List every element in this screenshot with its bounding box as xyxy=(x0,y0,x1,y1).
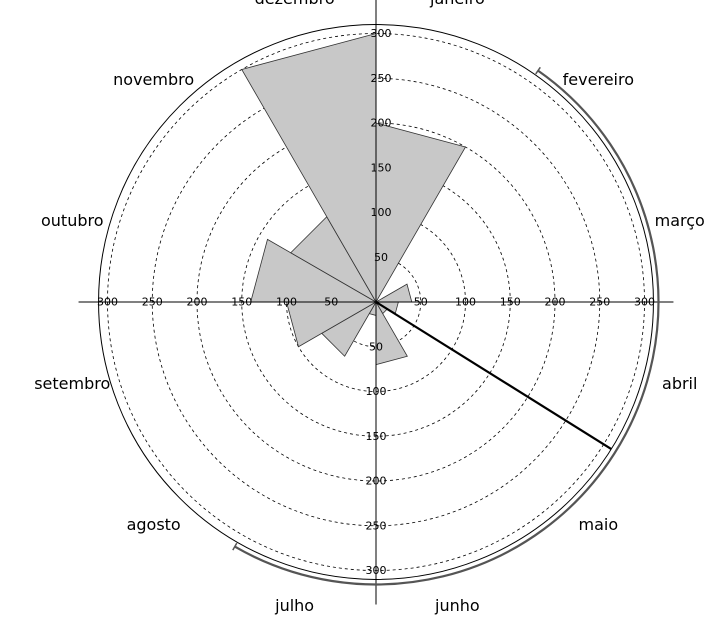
tick-label: 250 xyxy=(142,296,163,309)
tick-label: 200 xyxy=(371,117,392,130)
month-labels: janeiro fevereiro março abril maio junho julho… xyxy=(34,0,705,615)
tick-label: 250 xyxy=(371,72,392,85)
tick-label: 100 xyxy=(371,206,392,219)
tick-label: 300 xyxy=(97,296,118,309)
month-label: abril xyxy=(662,374,697,393)
tick-label: 150 xyxy=(231,296,252,309)
tick-label: 300 xyxy=(371,27,392,40)
direction-line xyxy=(375,301,612,450)
direction-line-mark xyxy=(375,301,612,450)
month-label: março xyxy=(655,211,705,230)
tick-labels: 50 50 50 50 100 100 100 100 150 150 150 150 200 200 20… xyxy=(97,27,655,577)
tick-label: 250 xyxy=(366,519,387,532)
tick-label: 50 xyxy=(374,251,388,264)
month-label: julho xyxy=(274,596,314,615)
tick-label: 250 xyxy=(589,296,610,309)
month-label: fevereiro xyxy=(563,70,634,89)
tick-label: 150 xyxy=(366,430,387,443)
tick-label: 150 xyxy=(500,296,521,309)
month-label: dezembro xyxy=(255,0,335,8)
tick-label: 300 xyxy=(634,296,655,309)
arc-end-tick xyxy=(535,66,541,75)
tick-label: 150 xyxy=(371,161,392,174)
month-label: outubro xyxy=(41,211,104,230)
tick-label: 200 xyxy=(187,296,208,309)
month-label: maio xyxy=(579,515,619,534)
tick-label: 100 xyxy=(276,296,297,309)
tick-label: 50 xyxy=(369,340,383,353)
month-label: novembro xyxy=(113,70,194,89)
tick-label: 300 xyxy=(366,564,387,577)
tick-label: 100 xyxy=(366,385,387,398)
tick-label: 100 xyxy=(455,296,476,309)
month-label: agosto xyxy=(127,515,181,534)
month-label: janeiro xyxy=(429,0,485,8)
arc-end-tick xyxy=(232,542,238,551)
tick-label: 50 xyxy=(414,296,428,309)
tick-label: 50 xyxy=(324,296,338,309)
bars xyxy=(241,32,467,366)
tick-label: 200 xyxy=(545,296,566,309)
month-label: junho xyxy=(434,596,480,615)
arc-indicator-path xyxy=(234,69,660,586)
month-label: setembro xyxy=(34,374,110,393)
arc-indicator xyxy=(232,66,660,586)
tick-label: 200 xyxy=(366,475,387,488)
